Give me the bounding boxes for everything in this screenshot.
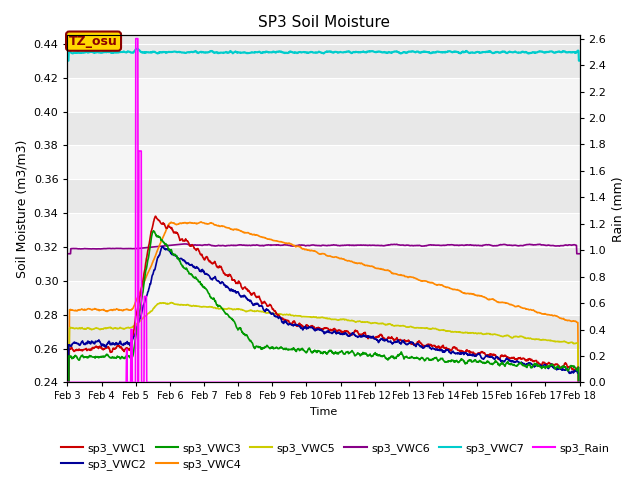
Line: sp3_VWC2: sp3_VWC2: [67, 247, 580, 480]
sp3_VWC5: [281, 312, 289, 318]
sp3_VWC7: [103, 49, 111, 55]
Line: sp3_VWC4: sp3_VWC4: [67, 222, 580, 480]
sp3_Rain: [124, 380, 132, 385]
sp3_VWC2: [292, 322, 300, 328]
Bar: [67, 213, 580, 247]
sp3_VWC7: [63, 58, 71, 64]
sp3_VWC6: [63, 251, 71, 257]
Bar: [67, 145, 580, 179]
sp3_Rain: [355, 380, 363, 385]
sp3_VWC7: [301, 49, 308, 55]
sp3_VWC2: [301, 324, 308, 330]
sp3_VWC4: [197, 219, 205, 225]
sp3_Rain: [281, 380, 289, 385]
sp3_VWC3: [103, 351, 111, 357]
sp3_VWC4: [281, 240, 289, 246]
sp3_VWC6: [124, 246, 132, 252]
Y-axis label: Soil Moisture (m3/m3): Soil Moisture (m3/m3): [15, 140, 28, 278]
Line: sp3_VWC3: sp3_VWC3: [67, 231, 580, 480]
sp3_VWC2: [158, 244, 166, 250]
sp3_VWC5: [124, 324, 132, 330]
sp3_VWC1: [355, 332, 363, 338]
sp3_VWC3: [355, 351, 363, 357]
sp3_VWC5: [355, 318, 363, 324]
sp3_VWC2: [124, 341, 132, 347]
sp3_VWC5: [301, 314, 308, 320]
sp3_VWC7: [124, 48, 132, 54]
sp3_Rain: [292, 380, 300, 385]
sp3_VWC5: [168, 300, 175, 305]
sp3_VWC4: [124, 307, 132, 312]
sp3_VWC4: [301, 247, 308, 252]
sp3_VWC5: [103, 325, 111, 331]
sp3_VWC6: [180, 241, 188, 247]
sp3_VWC6: [355, 242, 363, 248]
sp3_VWC6: [292, 243, 300, 249]
sp3_VWC6: [281, 242, 289, 248]
sp3_Rain: [63, 380, 71, 385]
sp3_VWC5: [292, 312, 300, 318]
sp3_VWC1: [124, 347, 132, 352]
sp3_VWC1: [292, 322, 300, 328]
sp3_VWC1: [103, 345, 111, 350]
sp3_Rain: [103, 380, 111, 385]
sp3_VWC2: [103, 341, 111, 347]
sp3_VWC2: [281, 318, 289, 324]
sp3_Rain: [132, 36, 140, 41]
sp3_VWC3: [124, 353, 132, 359]
sp3_VWC6: [103, 246, 111, 252]
Legend: sp3_VWC1, sp3_VWC2, sp3_VWC3, sp3_VWC4, sp3_VWC5, sp3_VWC6, sp3_VWC7, sp3_Rain: sp3_VWC1, sp3_VWC2, sp3_VWC3, sp3_VWC4, …: [57, 438, 614, 474]
sp3_VWC7: [576, 58, 584, 64]
sp3_VWC1: [301, 324, 308, 330]
sp3_VWC3: [292, 348, 300, 354]
X-axis label: Time: Time: [310, 407, 337, 417]
sp3_VWC1: [152, 213, 159, 219]
sp3_VWC4: [103, 308, 111, 314]
sp3_VWC3: [301, 348, 308, 354]
Line: sp3_VWC1: sp3_VWC1: [67, 216, 580, 480]
sp3_VWC7: [281, 50, 289, 56]
sp3_VWC6: [576, 251, 584, 257]
sp3_VWC7: [132, 46, 140, 52]
sp3_Rain: [576, 380, 584, 385]
Bar: [67, 348, 580, 383]
sp3_VWC3: [150, 228, 157, 234]
sp3_VWC4: [355, 260, 363, 266]
sp3_Rain: [301, 380, 308, 385]
sp3_VWC3: [281, 346, 289, 351]
sp3_VWC6: [301, 242, 308, 248]
Line: sp3_VWC6: sp3_VWC6: [67, 244, 580, 254]
Bar: [67, 78, 580, 111]
sp3_VWC2: [355, 333, 363, 339]
Line: sp3_Rain: sp3_Rain: [67, 38, 580, 383]
Title: SP3 Soil Moisture: SP3 Soil Moisture: [257, 15, 390, 30]
Text: TZ_osu: TZ_osu: [69, 35, 118, 48]
Line: sp3_VWC5: sp3_VWC5: [67, 302, 580, 480]
Bar: [67, 281, 580, 315]
Line: sp3_VWC7: sp3_VWC7: [67, 49, 580, 61]
sp3_VWC7: [292, 49, 300, 55]
Y-axis label: Rain (mm): Rain (mm): [612, 176, 625, 242]
sp3_VWC7: [355, 49, 363, 55]
sp3_VWC1: [281, 317, 289, 323]
sp3_VWC4: [292, 244, 300, 250]
